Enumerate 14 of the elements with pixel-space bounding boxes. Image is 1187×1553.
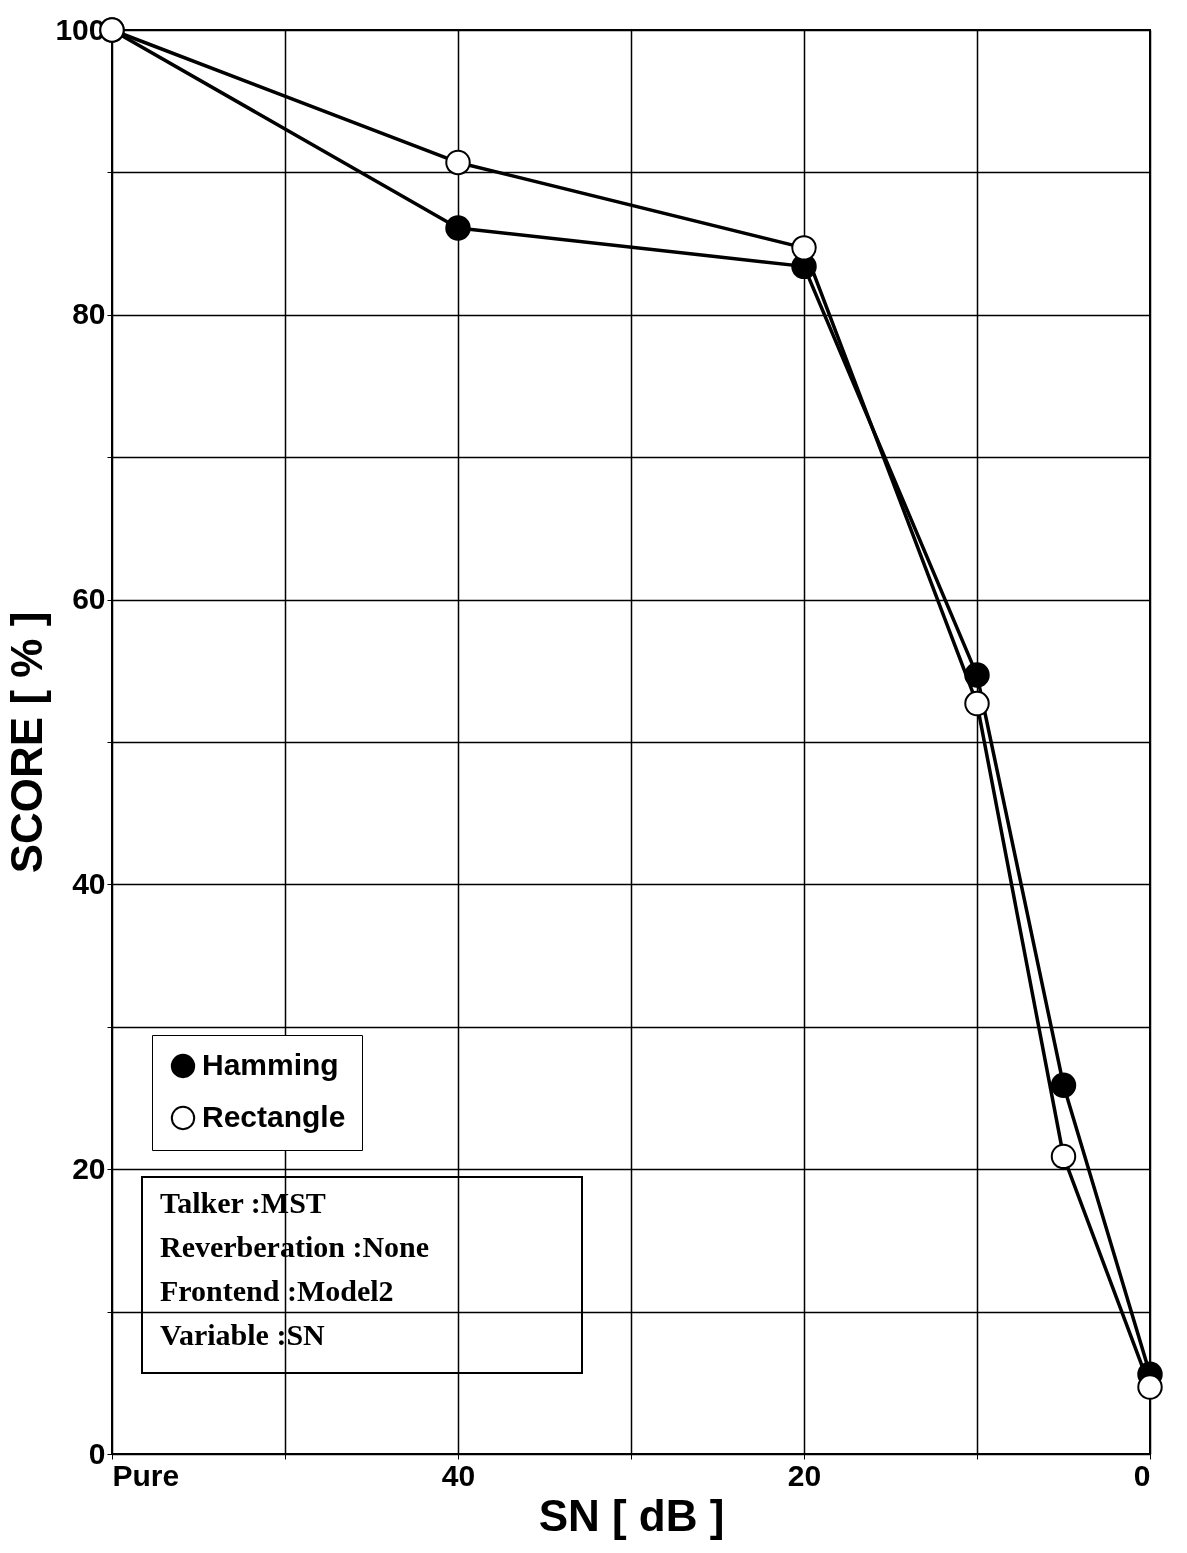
y-tick-label: 0 xyxy=(88,1436,106,1470)
y-axis-title: SCORE [ % ] xyxy=(2,611,52,874)
x-tick-label: Pure xyxy=(112,1458,180,1492)
annotation: Frontend :Model2 xyxy=(160,1274,394,1307)
y-tick-label: 20 xyxy=(72,1151,106,1185)
y-tick-label: 80 xyxy=(72,297,106,331)
x-axis-title: SN [ dB ] xyxy=(538,1490,725,1540)
legend-label: Rectangle xyxy=(202,1100,346,1133)
legend-label: Hamming xyxy=(202,1048,339,1081)
x-tick-label: 40 xyxy=(441,1458,476,1492)
x-tick-label: 0 xyxy=(1133,1458,1151,1492)
y-tick-label: 40 xyxy=(72,866,106,900)
y-tick-label: 60 xyxy=(72,582,106,616)
x-tick-label: 20 xyxy=(787,1458,822,1492)
